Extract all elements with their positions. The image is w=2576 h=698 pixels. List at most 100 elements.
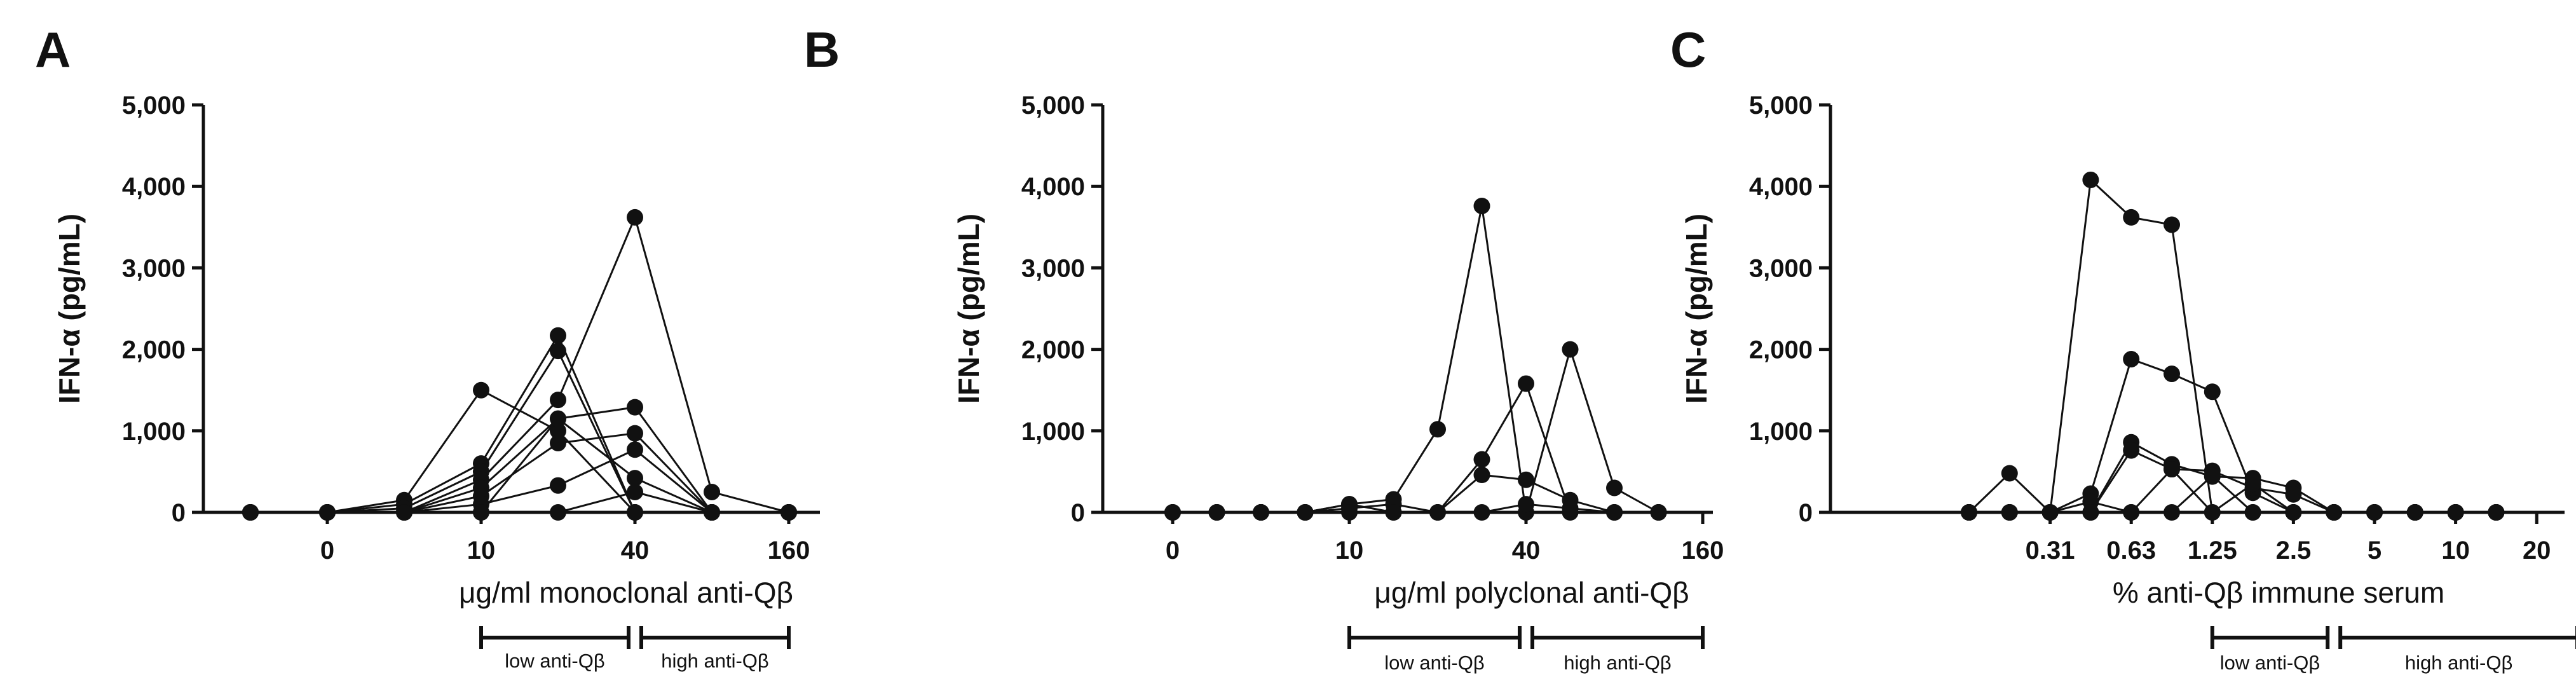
data-point [473, 504, 489, 521]
x-tick-label: 2.5 [2276, 537, 2312, 565]
bracket-line [1530, 626, 1705, 649]
data-point [627, 425, 643, 442]
data-point [627, 399, 643, 416]
data-point [2041, 504, 2059, 521]
data-point [780, 504, 797, 521]
y-tick-label: 0 [1071, 499, 1085, 527]
x-tick-label: 0 [320, 537, 334, 565]
data-point [1208, 504, 1225, 521]
panel-c: C 0 1,000 2,000 3,000 4,000 5,000 IFN-α (pg/mL)… [1670, 22, 2576, 674]
range-bracket: high anti-Qβ [2338, 626, 2576, 674]
y-tick-label: 5,000 [122, 92, 186, 120]
x-axis-label: μg/ml monoclonal anti-Qβ [459, 576, 793, 609]
range-bracket: high anti-Qβ [1530, 626, 1705, 674]
data-point [1164, 504, 1181, 521]
series-1 [1164, 197, 1667, 521]
series-6 [1961, 467, 2505, 521]
data-point [2244, 476, 2261, 493]
series-9 [242, 483, 797, 521]
y-tick-label: 1,000 [1021, 418, 1085, 446]
data-point [627, 504, 643, 521]
data-point [2285, 504, 2302, 521]
data-point [550, 477, 566, 494]
y-tick-label: 2,000 [1021, 336, 1085, 364]
data-point [473, 381, 489, 399]
y-tick-label: 5,000 [1749, 92, 1813, 120]
y-tick-label: 4,000 [122, 173, 186, 201]
data-point [2164, 216, 2180, 233]
y-tick-label: 2,000 [1749, 336, 1813, 364]
x-tick-label: 20 [2523, 537, 2551, 565]
y-tick-label: 2,000 [122, 336, 186, 364]
series-line [1173, 381, 1659, 514]
data-point [1650, 504, 1667, 521]
data-point [2366, 504, 2383, 521]
x-tick-label: 10 [467, 537, 496, 565]
data-point [627, 470, 643, 487]
x-axis-label: μg/ml polyclonal anti-Qβ [1374, 576, 1689, 609]
data-point [1473, 504, 1490, 521]
data-point [1297, 504, 1314, 521]
data-point [1473, 197, 1490, 214]
data-point [2204, 467, 2221, 484]
x-tick-label: 5 [2368, 537, 2382, 565]
data-point [396, 504, 412, 521]
data-point [1385, 504, 1402, 521]
bracket-line [2338, 626, 2576, 649]
data-point [704, 504, 720, 521]
data-point [1429, 421, 1446, 438]
data-point [2123, 442, 2140, 459]
x-tick-label: 1.25 [2188, 537, 2237, 565]
series-4 [1164, 496, 1667, 521]
data-point [1341, 504, 1358, 521]
bracket-label: high anti-Qβ [661, 650, 768, 672]
series-3 [1961, 434, 2505, 521]
data-point [2326, 504, 2343, 521]
x-axis-label: % anti-Qβ immune serum [2113, 576, 2444, 609]
x-tick-label: 160 [1682, 537, 1724, 565]
y-tick-label: 1,000 [1749, 418, 1813, 446]
y-tick-label: 3,000 [1749, 254, 1813, 282]
series-line [250, 214, 789, 514]
data-point [1473, 451, 1490, 468]
data-point [550, 435, 566, 452]
series-line [1969, 441, 2497, 514]
panel-b: B 0 1,000 2,000 3,000 4,000 5,000 IFN-α (pg/mL)… [804, 22, 1724, 674]
range-bracket: high anti-Qβ [639, 626, 791, 672]
bracket-line [639, 626, 791, 649]
data-point [2164, 366, 2180, 383]
data-point [627, 209, 643, 226]
bracket-label: low anti-Qβ [2220, 652, 2320, 674]
data-point [627, 441, 643, 458]
x-tick-label: 0.31 [2026, 537, 2075, 565]
bracket-label: high anti-Qβ [2405, 652, 2512, 674]
data-point [1562, 341, 1579, 358]
y-axis-label: IFN-α (pg/mL) [1680, 214, 1713, 404]
y-tick-label: 4,000 [1021, 173, 1085, 201]
y-tick-label: 0 [172, 499, 186, 527]
data-point [2447, 504, 2464, 521]
data-point [2285, 486, 2302, 503]
range-bracket: low anti-Qβ [479, 626, 630, 672]
y-axis-label: IFN-α (pg/mL) [952, 214, 985, 404]
y-tick-label: 3,000 [1021, 254, 1085, 282]
bracket-line [2210, 626, 2330, 649]
x-tick-label: 10 [2441, 537, 2470, 565]
series-8 [242, 410, 797, 521]
data-point [2204, 504, 2221, 521]
data-point [1429, 504, 1446, 521]
series-4 [1961, 442, 2505, 521]
series-2 [1164, 375, 1667, 521]
data-point [2082, 171, 2099, 188]
series-1 [1961, 171, 2505, 521]
y-axis-label: IFN-α (pg/mL) [53, 214, 86, 404]
data-point [550, 327, 566, 344]
data-point [2123, 209, 2140, 226]
data-point [2123, 350, 2140, 367]
y-tick-label: 4,000 [1749, 173, 1813, 201]
data-point [2406, 504, 2423, 521]
y-tick-label: 3,000 [122, 254, 186, 282]
panel-letter: A [35, 22, 71, 78]
data-point [2488, 504, 2505, 521]
bracket-label: high anti-Qβ [1564, 652, 1671, 674]
